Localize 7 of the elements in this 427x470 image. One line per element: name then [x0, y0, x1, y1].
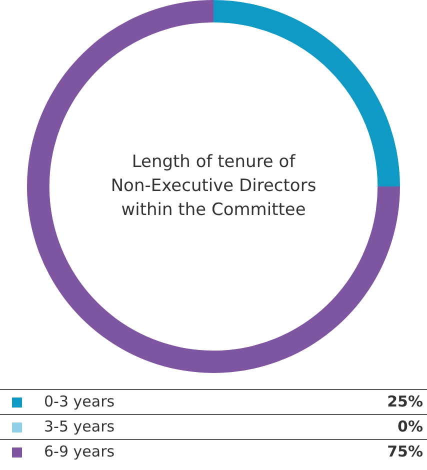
data-label: 25%: [387, 392, 423, 410]
legend-label: 3-5 years: [44, 417, 115, 436]
legend-label: 0-3 years: [44, 392, 115, 410]
legend-label: 6-9 years: [44, 442, 115, 460]
text: Length of tenure of Non-Executive Directors within the Committee: [110, 152, 316, 220]
data-label: 75%: [387, 442, 423, 460]
text: 0%: [398, 417, 423, 436]
